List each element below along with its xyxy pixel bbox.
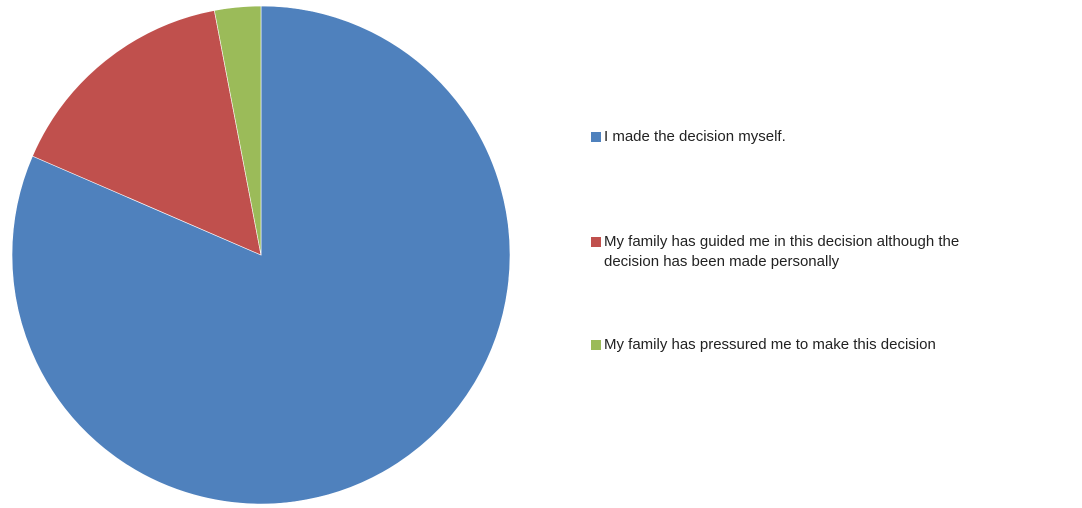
legend-label-made-myself: I made the decision myself. xyxy=(604,128,786,145)
legend-item-made-myself: I made the decision myself. xyxy=(591,127,1071,147)
legend-swatch-made-myself xyxy=(591,132,601,142)
legend-swatch-family-guided xyxy=(591,237,601,247)
legend-item-family-guided: My family has guided me in this decision… xyxy=(591,232,1071,272)
legend-item-family-pressured: My family has pressured me to make this … xyxy=(591,335,1071,355)
pie-slices xyxy=(11,5,511,505)
legend-swatch-family-pressured xyxy=(591,340,601,350)
legend-label-family-guided: My family has guided me in this decision… xyxy=(604,233,960,270)
pie-slice-family-guided xyxy=(32,10,262,256)
legend-label-family-pressured: My family has pressured me to make this … xyxy=(604,336,936,353)
pie-chart xyxy=(11,5,511,505)
pie-slice-family-pressured xyxy=(213,5,262,256)
